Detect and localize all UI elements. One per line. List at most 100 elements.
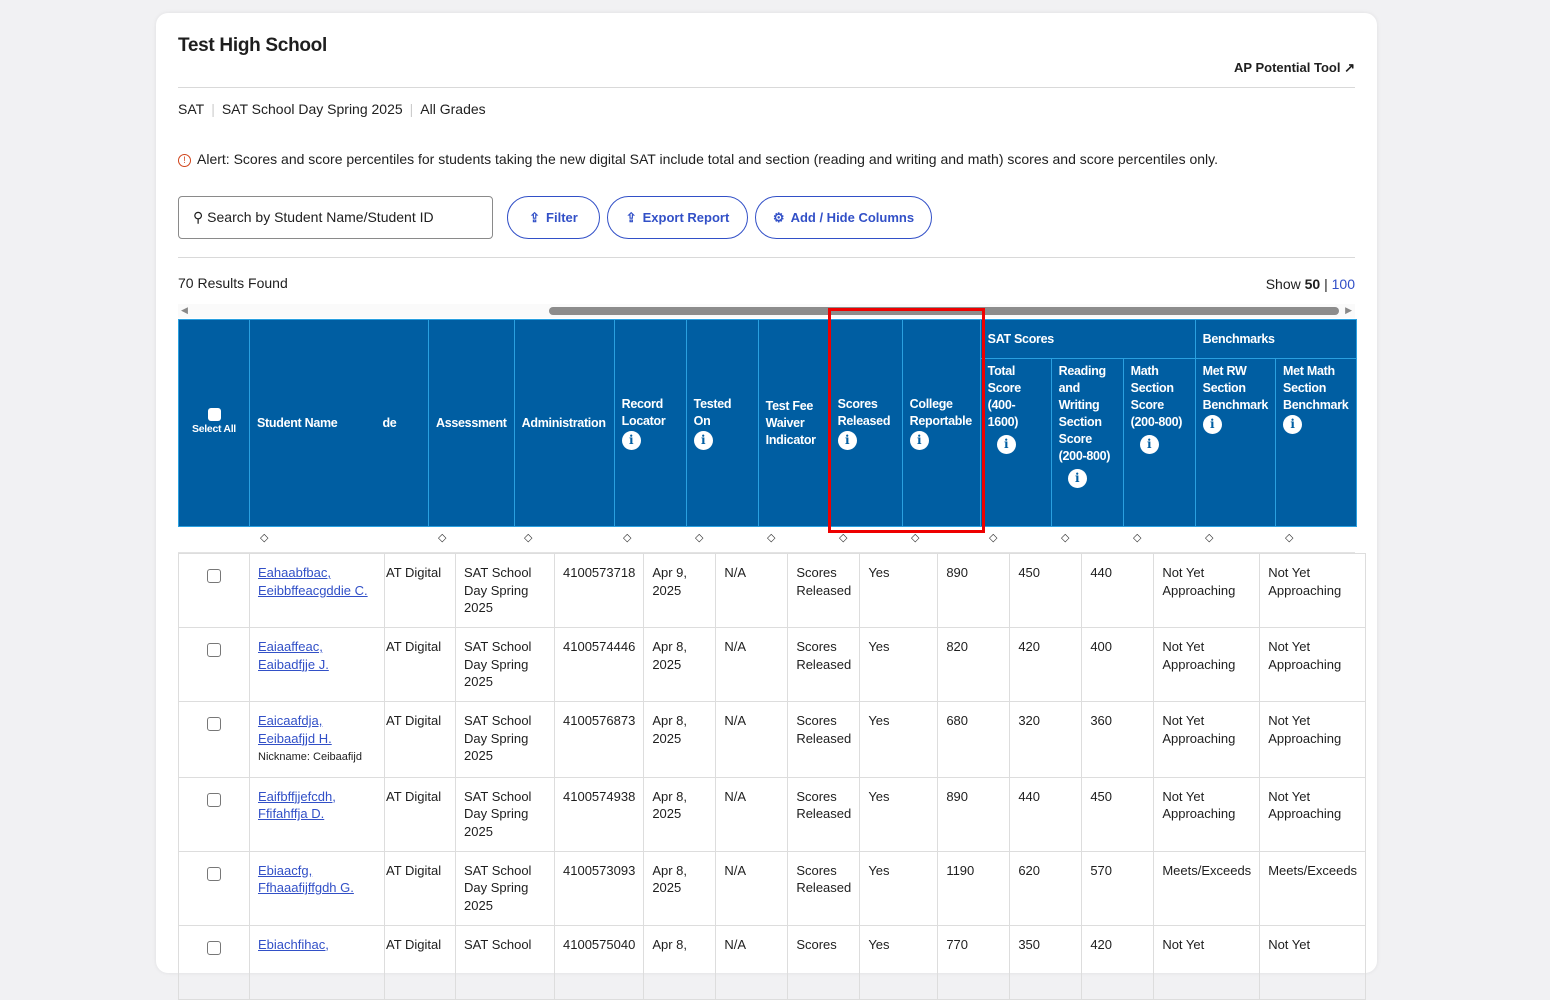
header-rw-score[interactable]: Reading and Writing Section Score (200-8… xyxy=(1050,358,1124,527)
alert-message: ! Alert: Scores and score percentiles for… xyxy=(178,151,1218,167)
page-size-50[interactable]: 50 xyxy=(1304,276,1321,292)
cell-student-name: Eaicaafdja, Eeibaafjjd H. Nickname: Ceiba… xyxy=(249,701,385,778)
row-checkbox[interactable] xyxy=(207,792,221,807)
cell-reportable: Yes xyxy=(859,776,939,852)
cell-waiver: N/A xyxy=(715,924,789,1000)
page-size-100[interactable]: 100 xyxy=(1331,276,1355,292)
row-select-cell xyxy=(178,850,250,926)
info-icon[interactable]: i xyxy=(1067,469,1087,488)
student-link[interactable]: Eaicaafdja, Eeibaafjjd H. xyxy=(258,713,332,746)
info-icon[interactable]: i xyxy=(837,431,857,450)
header-total-score[interactable]: Total Score (400-1600) i xyxy=(979,358,1052,527)
cell-admin: SAT School Day Spring 2025 xyxy=(455,776,555,852)
cell-met_math: Not Yet Approaching xyxy=(1259,553,1367,628)
sort-icon[interactable]: ◇ xyxy=(260,532,269,544)
cell-math: 450 xyxy=(1081,776,1155,852)
header-met-math[interactable]: Met Math Section Benchmark i xyxy=(1275,358,1358,527)
sort-icon[interactable]: ◇ xyxy=(911,532,920,544)
header-met-rw[interactable]: Met RW Section Benchmark i xyxy=(1194,358,1277,527)
cell-math: 440 xyxy=(1081,553,1155,628)
cell-met_math: Not Yet Approaching xyxy=(1259,776,1367,852)
horizontal-scrollbar[interactable]: ◀ ▶ xyxy=(178,304,1355,318)
row-checkbox[interactable] xyxy=(207,717,221,731)
row-checkbox[interactable] xyxy=(207,569,221,583)
cell-math: 420 xyxy=(1081,924,1155,1000)
info-icon[interactable]: i xyxy=(1283,415,1303,434)
scroll-left-icon[interactable]: ◀ xyxy=(181,305,188,315)
cell-admin: SAT School Day Spring 2025 xyxy=(455,850,555,926)
cell-assessment: AT Digital xyxy=(384,924,456,1000)
student-link[interactable]: Eaiaaffeac, Eaibadfjje J. xyxy=(258,639,329,672)
cell-math: 400 xyxy=(1081,627,1155,702)
cell-tested: Apr 8, 2025 xyxy=(643,627,717,702)
add-hide-columns-button[interactable]: ⚙ Add / Hide Columns xyxy=(755,196,932,239)
sort-icon[interactable]: ◇ xyxy=(839,532,848,544)
scroll-right-icon[interactable]: ▶ xyxy=(1345,305,1352,315)
sort-icon[interactable]: ◇ xyxy=(623,532,632,544)
cell-locator: 4100573718 xyxy=(553,553,645,628)
export-report-button[interactable]: ⇪ Export Report xyxy=(607,196,748,239)
cell-met_rw: Not Yet Approaching xyxy=(1153,627,1261,702)
student-link[interactable]: Ebiachfihac, xyxy=(258,936,329,952)
header-college-reportable[interactable]: College Reportable i xyxy=(901,319,981,527)
header-math-score[interactable]: Math Section Score (200-800) i xyxy=(1122,358,1196,527)
cell-tested: Apr 9, 2025 xyxy=(643,553,717,628)
report-card: Test High School AP Potential Tool ↗ SAT… xyxy=(156,13,1377,1000)
info-icon[interactable]: i xyxy=(1202,415,1222,434)
cell-met_math: Not Yet Approaching xyxy=(1259,701,1367,778)
tested-on-label: Tested On xyxy=(693,397,732,428)
header-tested-on[interactable]: Tested On i xyxy=(685,319,759,527)
filter-label: Filter xyxy=(546,210,578,225)
cell-released: Scores Released xyxy=(787,627,861,702)
sort-icon[interactable]: ◇ xyxy=(767,532,776,544)
sort-icon[interactable]: ◇ xyxy=(1061,532,1070,544)
filter-button[interactable]: ⇪ Filter xyxy=(507,196,600,239)
header-fee-waiver[interactable]: Test Fee Waiver Indicator xyxy=(757,319,831,527)
scrollbar-thumb[interactable] xyxy=(549,307,1339,315)
select-all-header[interactable]: Select All xyxy=(178,319,250,527)
header-administration[interactable]: Administration xyxy=(513,319,615,527)
sort-icon[interactable]: ◇ xyxy=(438,532,447,544)
cell-student-name: Eaifbffjjefcdh, Ffifahffja D. xyxy=(249,776,385,852)
info-icon[interactable]: i xyxy=(693,431,713,450)
cell-waiver: N/A xyxy=(715,776,789,852)
select-all-label: Select All xyxy=(192,423,236,435)
student-link[interactable]: Ebiaacfg, Ffhaaafijffgdh G. xyxy=(258,862,354,896)
cell-met_rw: Not Yet Approaching xyxy=(1153,553,1261,628)
header-student-name[interactable]: Student Name de xyxy=(249,319,429,527)
record-locator-label: Record Locator xyxy=(621,397,666,428)
alert-text: Alert: Scores and score percentiles for … xyxy=(197,151,1218,167)
header-record-locator[interactable]: Record Locator i xyxy=(613,319,687,527)
sort-icon[interactable]: ◇ xyxy=(1205,532,1214,544)
table-row: Ebiaacfg, Ffhaaafijffgdh G. AT Digital SAT… xyxy=(178,850,1367,926)
info-icon[interactable]: i xyxy=(621,431,641,450)
search-input[interactable]: ⚲ Search by Student Name/Student ID xyxy=(178,196,493,239)
cell-admin: SAT School Day Spring 2025 xyxy=(455,701,555,778)
cell-waiver: N/A xyxy=(715,850,789,926)
row-checkbox[interactable] xyxy=(207,940,221,955)
crumb-test: SAT xyxy=(178,101,205,117)
sort-icon[interactable]: ◇ xyxy=(1133,532,1142,544)
sort-icon[interactable]: ◇ xyxy=(1285,532,1294,544)
cell-total: 1190 xyxy=(937,850,1011,926)
info-icon[interactable]: i xyxy=(996,435,1016,454)
header-assessment[interactable]: Assessment xyxy=(428,319,515,527)
external-link-icon: ↗ xyxy=(1344,60,1355,75)
cell-released: Scores xyxy=(787,924,861,1000)
cell-met_rw: Not Yet Approaching xyxy=(1153,776,1261,852)
info-icon[interactable]: i xyxy=(1139,435,1159,454)
row-checkbox[interactable] xyxy=(207,643,221,657)
row-checkbox[interactable] xyxy=(207,866,221,881)
sort-icon[interactable]: ◇ xyxy=(695,532,704,544)
select-all-checkbox[interactable] xyxy=(207,408,221,421)
sort-icon[interactable]: ◇ xyxy=(524,532,533,544)
sort-icon[interactable]: ◇ xyxy=(989,532,998,544)
search-placeholder: Search by Student Name/Student ID xyxy=(207,209,434,225)
student-link[interactable]: Eahaabfbac, Eeibbffeacgddie C. xyxy=(258,565,368,598)
school-title: Test High School xyxy=(178,35,327,56)
ap-potential-tool-link[interactable]: AP Potential Tool ↗ xyxy=(1234,60,1355,76)
student-link[interactable]: Eaifbffjjefcdh, Ffifahffja D. xyxy=(258,788,336,822)
table-row: Ebiachfihac, AT Digital SAT School 41005750… xyxy=(178,924,1367,1000)
header-scores-released[interactable]: Scores Released i xyxy=(829,319,903,527)
info-icon[interactable]: i xyxy=(909,431,929,450)
